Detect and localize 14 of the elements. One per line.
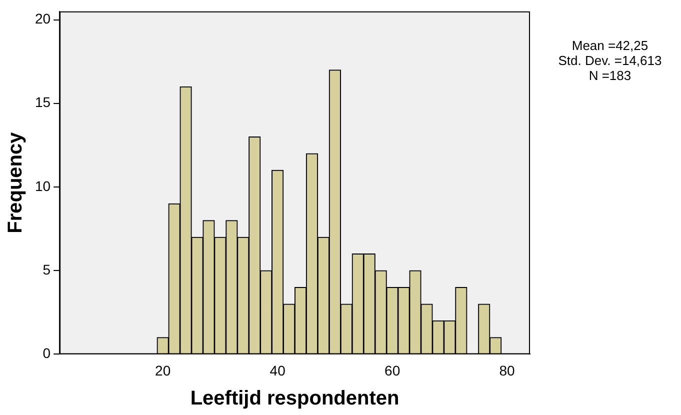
y-tick-label: 15 (34, 94, 51, 110)
y-tick-label: 0 (42, 345, 51, 362)
x-tick-label: 60 (384, 362, 400, 378)
y-tick-label: 10 (34, 178, 51, 194)
y-tick-label: 20 (34, 10, 51, 27)
text: Mean =42,25 (570, 38, 650, 53)
y-axis-title: Frequency (4, 131, 27, 234)
x-axis-title: Leeftijd respondenten (190, 388, 400, 410)
x-tick-label: 20 (155, 362, 171, 378)
text: Std. Dev. =14,613 (557, 53, 663, 68)
x-tick-label: 80 (499, 362, 516, 378)
y-tick-label: 5 (42, 261, 51, 278)
text: N =183 (588, 68, 632, 83)
x-tick-label: 40 (270, 362, 286, 378)
